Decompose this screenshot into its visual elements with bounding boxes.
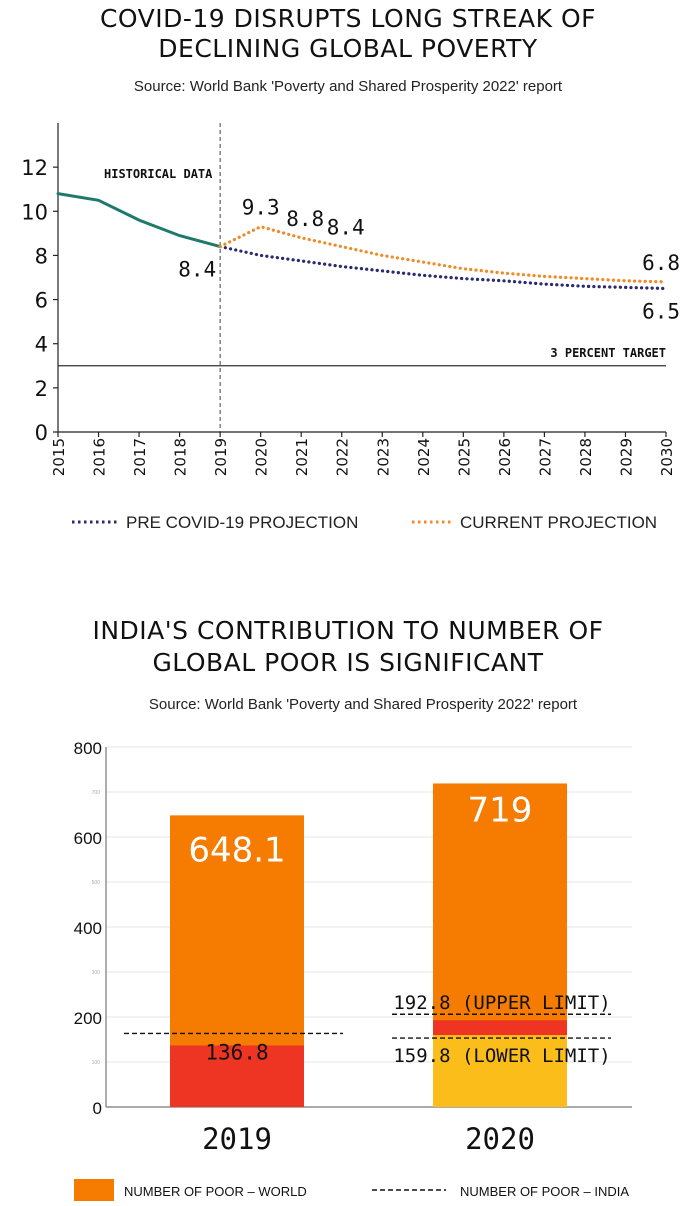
y-tick-label: 400 <box>74 919 102 938</box>
y-tick-label: 2 <box>35 377 48 401</box>
legend-world-label: NUMBER OF POOR – WORLD <box>124 1184 307 1199</box>
y-minor-tick-label: 300 <box>92 970 101 976</box>
chart2-labels: 0 200 400 600 800 100 300 500 700 648.1 719 136.8 19… <box>74 739 611 1156</box>
x-tick-label: 2028 <box>577 438 595 476</box>
y-tick-label: 0 <box>93 1099 102 1118</box>
current-projection-line <box>218 224 668 284</box>
x-tick-label: 2020 <box>253 438 271 476</box>
pre-covid-projection-line <box>218 245 668 291</box>
x-tick-label: 2017 <box>131 438 149 476</box>
target-label: 3 PERCENT TARGET <box>550 346 666 360</box>
category-label: 2020 <box>465 1122 535 1156</box>
x-tick-label: 2015 <box>50 438 68 476</box>
x-tick-label: 2019 <box>212 438 230 476</box>
label-2022: 8.4 <box>327 216 365 240</box>
y-tick-label: 10 <box>21 200 48 224</box>
x-tick-label: 2016 <box>91 438 109 476</box>
chart2-title-line2: GLOBAL POOR IS SIGNIFICANT <box>152 648 544 677</box>
x-tick-label: 2025 <box>455 438 473 476</box>
y-tick-label: 0 <box>35 421 48 445</box>
y-minor-tick-label: 100 <box>92 1060 101 1066</box>
y-tick-label: 12 <box>21 156 48 180</box>
y-tick-label: 600 <box>74 829 102 848</box>
label-2020-lower: 159.8 (LOWER LIMIT) <box>393 1045 610 1067</box>
chart1-source: Source: World Bank 'Poverty and Shared P… <box>133 78 563 95</box>
bar-india-2020-range <box>433 1020 567 1036</box>
y-tick-label: 4 <box>35 333 48 357</box>
legend-world-swatch <box>74 1179 114 1201</box>
category-label: 2019 <box>202 1122 272 1156</box>
x-tick-label: 2023 <box>374 438 392 476</box>
y-tick-label: 6 <box>35 289 48 313</box>
x-tick-label: 2018 <box>172 438 190 476</box>
line-chart: 0 2 4 6 8 10 12 2015 2016 2017 2018 2019 2020 2021 202… <box>21 123 680 476</box>
chart1-labels: 0 2 4 6 8 10 12 2015 2016 2017 2018 2019 2020 2021 202… <box>21 156 680 476</box>
x-tick-label: 2021 <box>293 438 311 476</box>
label-end-pre: 6.5 <box>642 300 680 324</box>
legend-pre-covid-label: PRE COVID-19 PROJECTION <box>126 513 358 532</box>
chart2-title-line1: INDIA'S CONTRIBUTION TO NUMBER OF <box>92 616 604 645</box>
x-tick-label: 2030 <box>658 438 676 476</box>
y-minor-tick-label: 700 <box>92 790 101 796</box>
chart1-legend: PRE COVID-19 PROJECTION CURRENT PROJECTI… <box>72 513 657 532</box>
y-minor-tick-label: 500 <box>92 880 101 886</box>
label-2020-upper: 192.8 (UPPER LIMIT) <box>393 992 610 1014</box>
y-tick-label: 200 <box>74 1009 102 1028</box>
x-tick-label: 2024 <box>415 438 433 476</box>
chart1-axes <box>53 123 667 437</box>
legend-india-label: NUMBER OF POOR – INDIA <box>460 1184 629 1199</box>
label-2021: 8.8 <box>286 207 324 231</box>
x-tick-label: 2022 <box>334 438 352 476</box>
value-label-india-2019: 136.8 <box>205 1040 268 1064</box>
chart1-title-line1: COVID-19 DISRUPTS LONG STREAK OF <box>99 4 597 33</box>
x-tick-label: 2027 <box>536 438 554 476</box>
bar-chart: 0 200 400 600 800 100 300 500 700 648.1 719 136.8 19… <box>74 739 632 1156</box>
label-2020: 9.3 <box>242 196 280 220</box>
chart2-marks <box>124 783 611 1107</box>
y-tick-label: 8 <box>35 244 48 268</box>
x-tick-label: 2029 <box>617 438 635 476</box>
label-end-current: 6.8 <box>642 251 680 275</box>
chart2-source: Source: World Bank 'Poverty and Shared P… <box>148 696 578 713</box>
legend-current-label: CURRENT PROJECTION <box>460 513 657 532</box>
value-label-world-2020: 719 <box>468 790 533 830</box>
chart1-title-line2: DECLINING GLOBAL POVERTY <box>158 34 538 63</box>
y-tick-label: 800 <box>74 739 102 758</box>
value-label-world-2019: 648.1 <box>188 830 285 870</box>
historical-series-line <box>56 192 222 249</box>
chart1-marks <box>56 192 668 291</box>
bar-india-2020-lower <box>433 1035 567 1107</box>
label-2019: 8.4 <box>178 258 216 282</box>
chart2-legend: NUMBER OF POOR – WORLD NUMBER OF POOR – … <box>74 1179 629 1201</box>
x-tick-label: 2026 <box>496 438 514 476</box>
historical-label: HISTORICAL DATA <box>104 167 213 181</box>
bar-india-2019 <box>170 1045 304 1107</box>
